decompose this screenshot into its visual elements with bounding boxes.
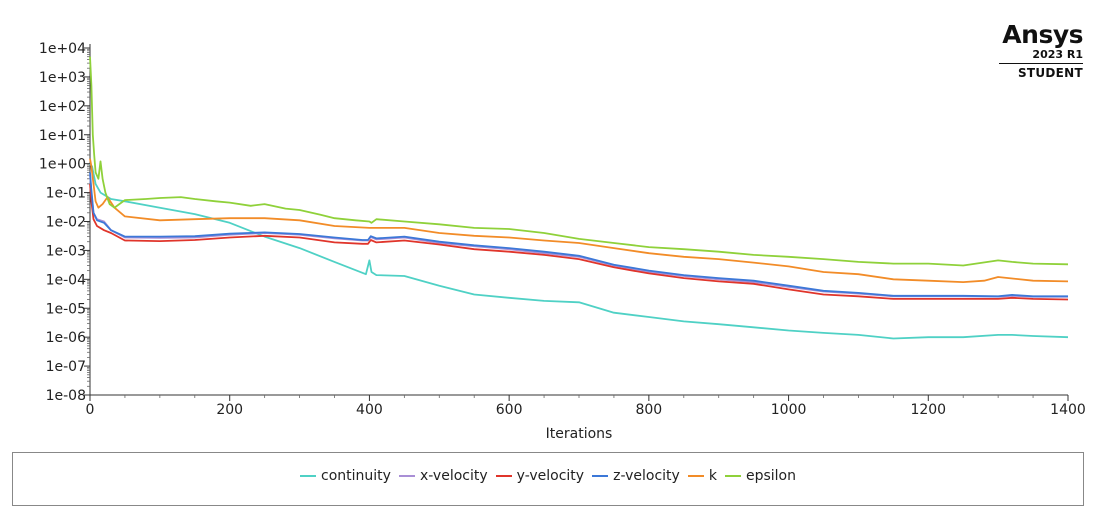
legend-item-x-velocity: x-velocity xyxy=(398,468,488,484)
x-tick-label: 200 xyxy=(216,402,243,418)
legend-item-continuity: continuity xyxy=(300,468,391,484)
y-tick-label: 1e-08 xyxy=(46,388,86,404)
legend-item-epsilon: epsilon xyxy=(724,468,796,484)
y-tick-label: 1e-06 xyxy=(46,330,86,346)
y-tick-label: 1e-01 xyxy=(46,186,86,202)
legend-swatch xyxy=(592,475,609,477)
legend-label: x-velocity xyxy=(419,468,488,484)
series-layer xyxy=(89,56,1069,340)
y-tick-label: 1e-04 xyxy=(46,272,86,288)
y-tick-label: 1e+00 xyxy=(39,157,86,173)
ansys-logo: Ansys 2023 R1 STUDENT xyxy=(999,20,1084,80)
x-tick-label: 0 xyxy=(86,402,95,418)
legend-swatch xyxy=(300,475,317,477)
x-tick-label: 1400 xyxy=(1050,402,1086,418)
x-tick-label: 1000 xyxy=(771,402,807,418)
x-axis-title: Iterations xyxy=(546,426,613,442)
chart-legend: continuity x-velocity y-velocity z-velocity… xyxy=(12,452,1084,506)
x-tick-label: 400 xyxy=(356,402,383,418)
series-line-continuity xyxy=(89,163,1069,340)
x-axis: 0 200 400 600 800 1000 1200 1400 xyxy=(86,394,1086,418)
logo-divider xyxy=(999,63,1083,64)
legend-swatch xyxy=(398,475,415,477)
x-tick-label: 800 xyxy=(635,402,662,418)
residuals-chart: 1e-08 1e-07 1e-06 1e-05 1e-04 1e-03 1e-02 1e-01… xyxy=(39,41,1086,442)
x-tick-label: 1200 xyxy=(910,402,946,418)
series-line-epsilon xyxy=(89,56,1069,267)
y-tick-label: 1e+01 xyxy=(39,128,86,144)
y-tick-label: 1e+04 xyxy=(39,41,86,57)
legend-item-k: k xyxy=(687,468,717,484)
series-line-z-velocity xyxy=(89,172,1068,298)
legend-label: y-velocity xyxy=(516,468,585,484)
y-tick-label: 1e-02 xyxy=(46,215,86,231)
series-line-y-velocity xyxy=(89,183,1069,301)
legend-label: k xyxy=(708,468,717,484)
logo-release: 2023 R1 xyxy=(1032,48,1083,61)
legend-swatch xyxy=(495,475,512,477)
logo-brand-name: Ansys xyxy=(1002,20,1083,49)
x-tick-label: 600 xyxy=(496,402,523,418)
series-line-x-velocity xyxy=(89,175,1068,298)
legend-label: z-velocity xyxy=(613,468,680,484)
legend-swatch xyxy=(724,475,741,477)
y-axis: 1e-08 1e-07 1e-06 1e-05 1e-04 1e-03 1e-02 1e-01… xyxy=(39,41,91,404)
legend-label: epsilon xyxy=(745,468,796,484)
logo-edition: STUDENT xyxy=(1017,66,1083,80)
legend-label: continuity xyxy=(321,468,391,484)
y-tick-label: 1e-07 xyxy=(46,359,86,375)
legend-item-y-velocity: y-velocity xyxy=(495,468,585,484)
legend-item-z-velocity: z-velocity xyxy=(592,468,680,484)
y-tick-label: 1e+02 xyxy=(39,99,86,115)
legend-swatch xyxy=(687,475,704,477)
y-tick-label: 1e-03 xyxy=(46,243,86,259)
y-tick-label: 1e+03 xyxy=(39,70,86,86)
y-tick-label: 1e-05 xyxy=(46,301,86,317)
